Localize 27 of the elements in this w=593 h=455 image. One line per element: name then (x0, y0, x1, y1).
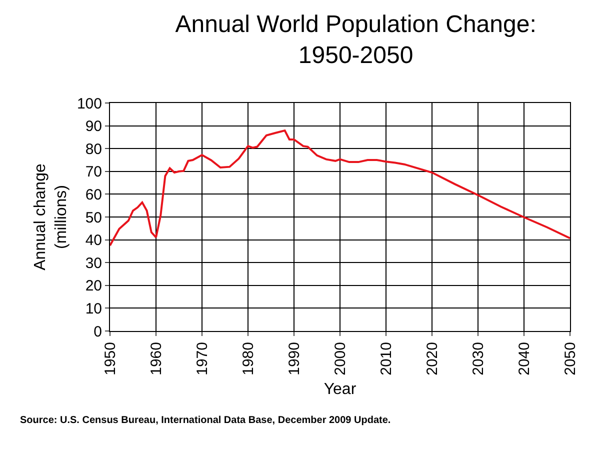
chart-title: Annual World Population Change: 1950-2050 (175, 10, 536, 70)
x-tick-label: 1970 (194, 342, 211, 376)
y-tick-label: 20 (85, 278, 102, 295)
y-tick-label: 30 (85, 254, 102, 272)
y-tick-label: 80 (85, 140, 102, 158)
x-tick-label: 2030 (470, 342, 487, 376)
x-tick-label: 2040 (516, 342, 533, 376)
y-tick-label: 50 (85, 209, 102, 226)
y-axis-title: Annual change (millions) (32, 164, 70, 270)
source-note: Source: U.S. Census Bureau, International Data Base, December 2009 Update. (20, 415, 391, 426)
y-tick-label: 0 (94, 323, 102, 340)
x-tick-label: 1980 (240, 342, 257, 376)
y-tick-label: 60 (85, 186, 102, 204)
x-tick-label: 2020 (424, 342, 441, 376)
y-tick-label: 40 (85, 232, 102, 250)
y-tick-label: 90 (85, 118, 102, 136)
x-axis-title: Year (324, 381, 357, 398)
x-tick-label: 2050 (562, 342, 579, 376)
x-tick-label: 2000 (332, 342, 349, 376)
y-tick-label: 70 (85, 164, 102, 181)
x-tick-label: 2010 (378, 342, 395, 376)
x-tick-label: 1990 (286, 342, 303, 376)
line-series (110, 130, 570, 246)
x-tick-label: 1960 (148, 342, 165, 376)
y-tick-label: 100 (76, 95, 102, 112)
x-tick-label: 1950 (102, 342, 119, 376)
y-tick-label: 10 (85, 300, 102, 318)
